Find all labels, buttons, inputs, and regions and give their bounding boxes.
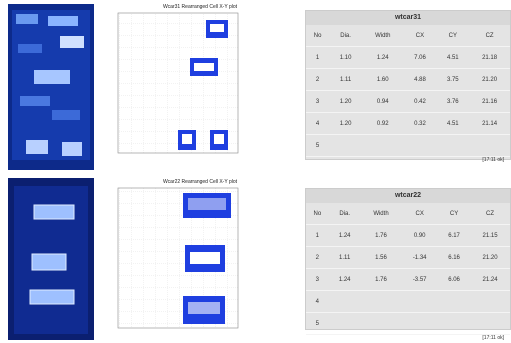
plot-title: Wcar31 Rearranged Cell X-Y plot (163, 4, 238, 10)
table-cell: 3 (306, 91, 329, 113)
table-row: 5 (306, 313, 510, 335)
table-cell: 1.20 (329, 113, 362, 135)
header-cell: No (306, 203, 329, 225)
table-cell: 1.24 (329, 269, 361, 291)
table-cell: 0.32 (404, 113, 437, 135)
table-cell: 1.24 (329, 225, 361, 247)
table-row: 4 (306, 291, 510, 313)
table-cell (361, 313, 402, 335)
table-cell: 4.51 (436, 113, 469, 135)
table-cell: 1.11 (329, 247, 361, 269)
table-cell: 5 (306, 135, 329, 157)
table-title: wtcar22 (306, 189, 510, 203)
table-cell: 5 (306, 313, 329, 335)
table-cell: 1.10 (329, 47, 362, 69)
page: Wcar31 Rearranged Cell X-Y plot Wcar22 R… (0, 0, 511, 343)
table-cell: 1.24 (362, 47, 404, 69)
header-cell: CZ (470, 203, 510, 225)
table-cell: 3 (306, 269, 329, 291)
header-cell: CY (436, 25, 469, 47)
table-cell: 1.20 (329, 91, 362, 113)
table-cell (329, 135, 362, 157)
xy-plot: Wcar22 Rearranged Cell X-Y plot (118, 179, 238, 328)
table-title: wtcar31 (306, 11, 510, 25)
table-cell: 2 (306, 247, 329, 269)
table-cell: 4 (306, 291, 329, 313)
table-cell: 21.16 (469, 91, 510, 113)
table-cell (436, 135, 469, 157)
xy-plot: Wcar31 Rearranged Cell X-Y plot (118, 4, 238, 153)
table-cell: 4 (306, 113, 329, 135)
table-cell: 21.20 (469, 69, 510, 91)
table-cell (470, 291, 510, 313)
table-cell (401, 313, 438, 335)
table-cell (470, 313, 510, 335)
table-row: 5 (306, 135, 510, 157)
table-cell (329, 291, 361, 313)
table-cell: -3.57 (401, 269, 438, 291)
table-cell: 2 (306, 69, 329, 91)
table-cell: 1.60 (362, 69, 404, 91)
table-cell: 21.15 (470, 225, 510, 247)
table-cell: 0.42 (404, 91, 437, 113)
table-cell: 7.06 (404, 47, 437, 69)
table-cell: 21.18 (469, 47, 510, 69)
table-cell (469, 135, 510, 157)
cell-image (8, 4, 94, 170)
table-footer: [17:11 ok] (306, 157, 510, 163)
table-cell: 21.14 (469, 113, 510, 135)
header-cell: CZ (469, 25, 510, 47)
table-cell (404, 135, 437, 157)
table-cell: -1.34 (401, 247, 438, 269)
table-cell (401, 291, 438, 313)
table-footer: [17:11 ok] (306, 335, 510, 341)
table-cell: 1 (306, 225, 329, 247)
table-cell: 1.56 (361, 247, 402, 269)
cell-image (8, 178, 94, 340)
header-cell: Width (362, 25, 404, 47)
table-cell: 4.88 (404, 69, 437, 91)
table-cell: 6.06 (438, 269, 470, 291)
header-cell: CX (401, 203, 438, 225)
table-cell: 0.90 (401, 225, 438, 247)
table-cell: 1.11 (329, 69, 362, 91)
header-cell: CX (404, 25, 437, 47)
header-cell: Dia. (329, 25, 362, 47)
table-cell (438, 313, 470, 335)
header-cell: No (306, 25, 329, 47)
table-cell: 1 (306, 47, 329, 69)
table-cell: 3.75 (436, 69, 469, 91)
table-cell: 21.20 (470, 247, 510, 269)
table-cell: 3.76 (436, 91, 469, 113)
header-cell: Width (361, 203, 402, 225)
table-cell (329, 313, 361, 335)
table-cell (361, 291, 402, 313)
table-cell: 0.94 (362, 91, 404, 113)
table-cell: 4.51 (436, 47, 469, 69)
table-cell: 6.17 (438, 225, 470, 247)
plot-title: Wcar22 Rearranged Cell X-Y plot (163, 179, 238, 185)
header-cell: CY (438, 203, 470, 225)
table-cell: 21.24 (470, 269, 510, 291)
table-cell: 1.76 (361, 225, 402, 247)
table-cell: 6.16 (438, 247, 470, 269)
header-cell: Dia. (329, 203, 361, 225)
table-cell: 0.92 (362, 113, 404, 135)
table-cell (362, 135, 404, 157)
table-cell: 1.76 (361, 269, 402, 291)
table-cell (438, 291, 470, 313)
